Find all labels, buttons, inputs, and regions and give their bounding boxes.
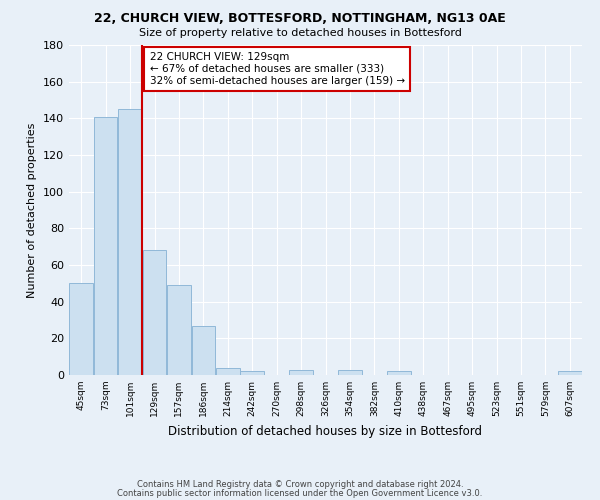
Bar: [216, 368, 239, 375]
Text: Size of property relative to detached houses in Bottesford: Size of property relative to detached ho…: [139, 28, 461, 38]
Text: Contains public sector information licensed under the Open Government Licence v3: Contains public sector information licen…: [118, 488, 482, 498]
Bar: [94, 116, 118, 375]
X-axis label: Distribution of detached houses by size in Bottesford: Distribution of detached houses by size …: [169, 424, 482, 438]
Text: 22, CHURCH VIEW, BOTTESFORD, NOTTINGHAM, NG13 0AE: 22, CHURCH VIEW, BOTTESFORD, NOTTINGHAM,…: [94, 12, 506, 26]
Bar: [191, 326, 215, 375]
Bar: [118, 109, 142, 375]
Bar: [558, 372, 581, 375]
Bar: [387, 372, 410, 375]
Bar: [167, 285, 191, 375]
Text: Contains HM Land Registry data © Crown copyright and database right 2024.: Contains HM Land Registry data © Crown c…: [137, 480, 463, 489]
Text: 22 CHURCH VIEW: 129sqm
← 67% of detached houses are smaller (333)
32% of semi-de: 22 CHURCH VIEW: 129sqm ← 67% of detached…: [149, 52, 405, 86]
Bar: [143, 250, 166, 375]
Bar: [70, 284, 93, 375]
Bar: [338, 370, 362, 375]
Bar: [241, 372, 264, 375]
Bar: [289, 370, 313, 375]
Y-axis label: Number of detached properties: Number of detached properties: [28, 122, 37, 298]
